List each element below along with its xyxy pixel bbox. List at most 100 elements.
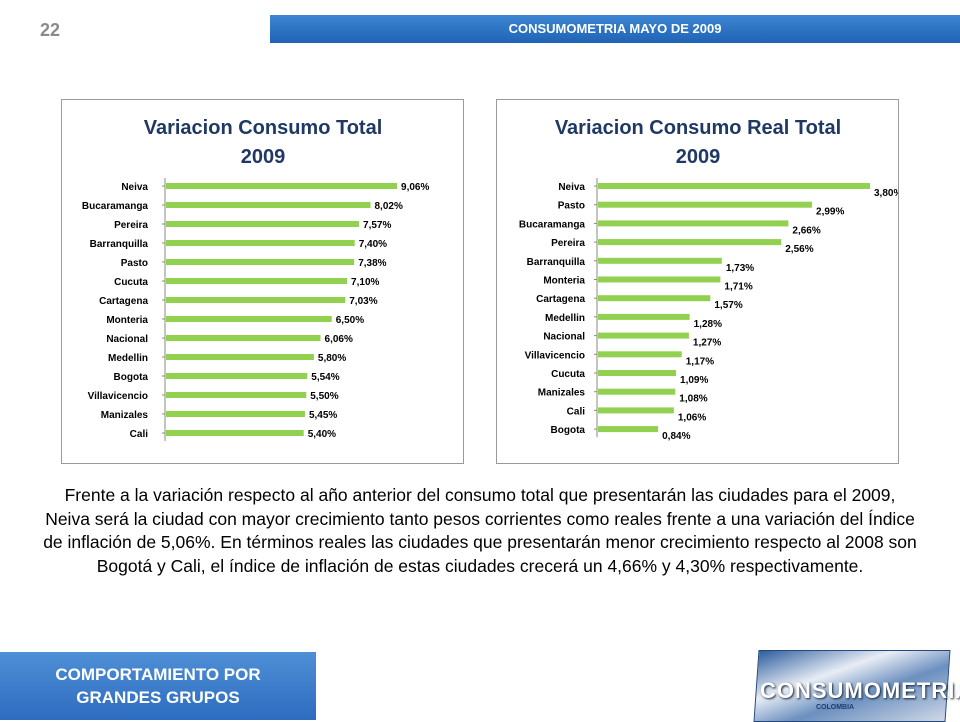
category-label: Barranquilla <box>90 239 149 250</box>
chart-consumo-real-total-svg: Variacion Consumo Real Total 2009 Neiva 3,8… <box>519 117 898 442</box>
bar <box>598 183 870 189</box>
bar <box>166 354 314 360</box>
category-label: Pasto <box>558 201 585 212</box>
data-label: 9,06% <box>401 182 429 193</box>
data-label: 3,80% <box>874 188 898 199</box>
data-label: 8,02% <box>375 201 403 212</box>
logo-subtext: COLOMBIA <box>816 704 855 711</box>
category-label: Cucuta <box>551 369 585 380</box>
category-label: Nacional <box>106 334 148 345</box>
category-label: Barranquilla <box>527 257 586 268</box>
bar <box>598 257 722 264</box>
data-label: 5,80% <box>318 353 346 364</box>
bar <box>166 411 305 417</box>
category-label: Bogota <box>551 425 586 436</box>
data-label: 1,09% <box>680 375 708 386</box>
data-label: 7,38% <box>358 258 386 269</box>
category-label: Cartagena <box>99 296 148 307</box>
data-label: 7,03% <box>349 296 377 307</box>
data-label: 1,57% <box>714 300 742 311</box>
category-label: Nacional <box>543 332 585 343</box>
bar <box>598 239 782 246</box>
category-label: Manizales <box>538 388 586 399</box>
category-label: Cartagena <box>536 294 585 305</box>
bar <box>166 221 360 227</box>
chart-title-line: 2009 <box>676 146 721 168</box>
chart-title-line: Variacion Consumo Total <box>144 117 383 139</box>
chart-title-line: 2009 <box>241 146 286 168</box>
body-paragraph: Frente a la variación respecto al año an… <box>43 485 917 576</box>
bar <box>166 202 371 208</box>
category-label: Bucaramanga <box>519 219 586 230</box>
data-label: 5,40% <box>308 429 336 440</box>
category-label: Villavicencio <box>88 391 148 402</box>
data-label: 7,40% <box>359 239 387 250</box>
bar <box>166 240 355 246</box>
chart-title-line: Variacion Consumo Real Total <box>555 117 841 139</box>
bar <box>598 220 789 227</box>
category-label: Cucuta <box>114 277 148 288</box>
category-label: Bucaramanga <box>82 201 149 212</box>
bar <box>598 407 674 414</box>
data-label: 7,57% <box>363 220 391 231</box>
bar <box>598 201 813 208</box>
category-label: Bogota <box>114 372 149 383</box>
category-label: Medellin <box>108 353 148 364</box>
bar <box>166 316 332 322</box>
data-label: 1,27% <box>693 338 721 349</box>
bar <box>166 297 346 303</box>
chart-consumo-total-svg: Variacion Consumo Total 2009 Neiva 9,06% Buc… <box>82 117 429 441</box>
bar <box>166 373 308 379</box>
data-label: 1,06% <box>678 412 706 423</box>
data-label: 2,66% <box>792 225 820 236</box>
data-label: 6,50% <box>336 315 364 326</box>
data-label: 1,17% <box>686 356 714 367</box>
data-label: 1,73% <box>726 263 754 274</box>
category-label: Neiva <box>558 182 585 193</box>
bar <box>598 295 711 302</box>
data-label: 5,50% <box>310 391 338 402</box>
category-label: Monteria <box>543 276 585 287</box>
bar <box>166 335 321 341</box>
data-label: 7,10% <box>351 277 379 288</box>
data-label: 5,45% <box>309 410 337 421</box>
data-label: 1,08% <box>679 394 707 405</box>
data-label: 2,56% <box>785 244 813 255</box>
bar <box>598 370 677 376</box>
bar <box>598 426 659 433</box>
section-label-line2: GRANDES GRUPOS <box>76 688 240 707</box>
category-label: Neiva <box>121 182 148 193</box>
bar <box>598 276 721 283</box>
category-label: Medellin <box>545 313 585 324</box>
bar <box>598 332 689 339</box>
category-label: Manizales <box>101 410 149 421</box>
chart-consumo-total: Variacion Consumo Total 2009 Neiva 9,06% Buc… <box>61 99 464 464</box>
data-label: 1,28% <box>694 319 722 330</box>
category-label: Villavicencio <box>525 350 585 361</box>
bar <box>598 313 690 320</box>
category-label: Cali <box>130 429 149 440</box>
section-label-line1: COMPORTAMIENTO POR <box>55 665 261 684</box>
header-title: CONSUMOMETRIA MAYO DE 2009 <box>508 21 722 36</box>
bar <box>166 183 398 189</box>
category-label: Pereira <box>551 238 585 249</box>
bar <box>166 430 304 436</box>
header-bar: CONSUMOMETRIA MAYO DE 2009 <box>270 15 960 43</box>
bar <box>598 388 676 395</box>
category-label: Pereira <box>114 220 148 231</box>
chart-consumo-real-total: Variacion Consumo Real Total 2009 Neiva 3,8… <box>496 99 899 464</box>
logo-text: CONSUMOMETRIA <box>760 678 960 703</box>
category-label: Pasto <box>121 258 148 269</box>
bar <box>166 278 348 284</box>
bar <box>598 351 682 358</box>
data-label: 5,54% <box>311 372 339 383</box>
data-label: 2,99% <box>816 207 844 218</box>
bar <box>166 259 355 265</box>
data-label: 6,06% <box>325 334 353 345</box>
data-label: 0,84% <box>662 431 690 442</box>
bar <box>166 392 307 398</box>
data-label: 1,71% <box>724 282 752 293</box>
category-label: Monteria <box>106 315 148 326</box>
section-label[interactable]: COMPORTAMIENTO POR GRANDES GRUPOS <box>0 652 316 720</box>
consumometria-logo: CONSUMOMETRIA COLOMBIA <box>753 650 960 722</box>
